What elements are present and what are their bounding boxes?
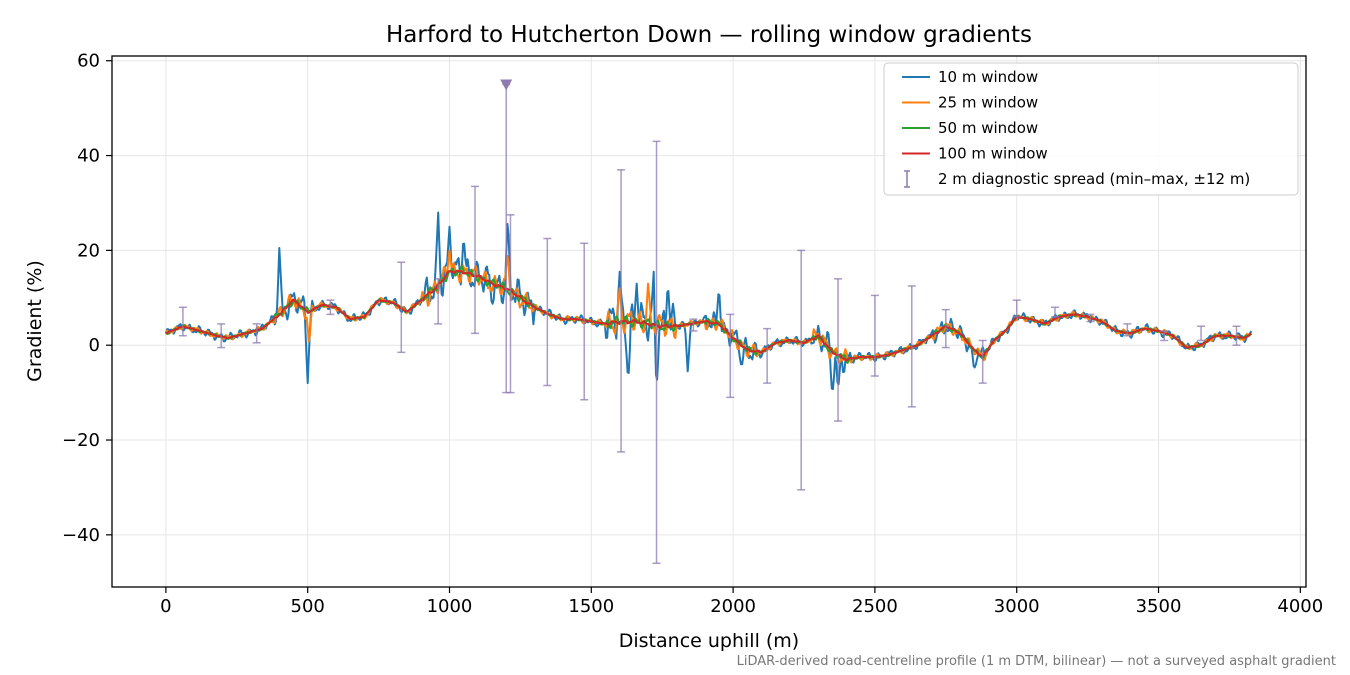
legend-label-3: 50 m window	[938, 119, 1038, 137]
chart-title: Harford to Hutcherton Down — rolling win…	[386, 22, 1032, 48]
y-tick-label: 0	[89, 335, 100, 356]
x-tick-label: 0	[160, 596, 171, 617]
legend-box	[883, 62, 1299, 196]
legend: 10 m window 25 m window 50 m window 100 m w…	[883, 62, 1299, 196]
x-tick-label: 4000	[1277, 596, 1323, 617]
y-tick-label: 60	[77, 51, 100, 72]
legend-label-2: 25 m window	[938, 94, 1038, 112]
y-axis-title: Gradient (%)	[24, 260, 46, 382]
footnote: LiDAR-derived road-centreline profile (1…	[737, 654, 1336, 669]
series-line-4	[165, 269, 1252, 362]
x-tick-label: 3000	[994, 596, 1040, 617]
x-tick-label: 1000	[427, 596, 473, 617]
x-tick-label: 1500	[568, 596, 614, 617]
y-tick-label: 40	[77, 146, 100, 167]
x-tick-label: 3500	[1136, 596, 1182, 617]
legend-label-1: 10 m window	[938, 68, 1038, 86]
axis-ticks: 0 500 1000 1500 2000 2500 3000 3500 4000 −40 −20 0 2…	[62, 51, 1323, 617]
legend-label-errorbars: 2 m diagnostic spread (min–max, ±12 m)	[938, 170, 1250, 188]
x-tick-label: 2000	[710, 596, 756, 617]
x-axis-title: Distance uphill (m)	[619, 630, 799, 652]
y-tick-label: −20	[62, 430, 100, 451]
plot-area	[164, 79, 1253, 565]
plot-frame	[111, 55, 1307, 588]
x-tick-label: 2500	[852, 596, 898, 617]
y-tick-label: 20	[77, 240, 100, 261]
x-tick-label: 500	[291, 596, 325, 617]
y-tick-label: −40	[62, 525, 100, 546]
legend-label-4: 100 m window	[938, 145, 1048, 163]
clipped-value-marker	[500, 79, 513, 91]
